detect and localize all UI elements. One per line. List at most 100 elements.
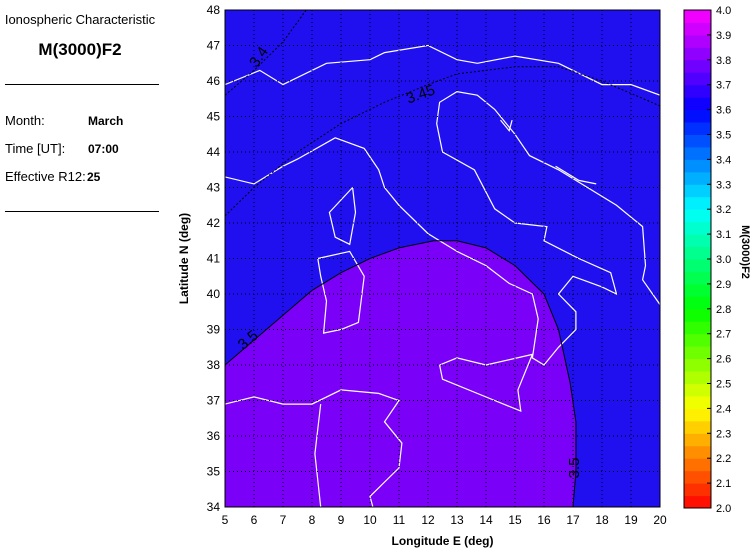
y-tick-label: 34 xyxy=(207,500,221,514)
colorbar-swatch xyxy=(684,10,711,23)
colorbar-swatch xyxy=(684,358,711,372)
x-tick-label: 14 xyxy=(479,513,493,527)
colorbar-swatch xyxy=(684,134,711,148)
colorbar-tick-label: 2.2 xyxy=(716,453,731,465)
r12-label: Effective R12: xyxy=(5,169,86,184)
colorbar-tick-label: 3.3 xyxy=(716,179,731,191)
x-tick-label: 17 xyxy=(566,513,580,527)
time-value: 07:00 xyxy=(88,142,119,156)
divider xyxy=(5,211,159,212)
colorbar-swatch xyxy=(684,395,711,409)
colorbar-swatch xyxy=(684,483,711,497)
colorbar-swatch xyxy=(684,308,711,322)
colorbar-swatch xyxy=(684,97,711,111)
colorbar-swatch xyxy=(684,246,711,260)
y-tick-label: 48 xyxy=(207,3,221,17)
plot-frame xyxy=(224,9,661,508)
coastline xyxy=(225,389,403,507)
colorbar-swatch xyxy=(684,259,711,272)
colorbar-swatch xyxy=(684,283,711,297)
colorbar-swatch xyxy=(684,333,711,347)
colorbar-swatch xyxy=(684,458,711,472)
colorbar-swatch xyxy=(684,184,711,198)
x-tick-label: 6 xyxy=(251,513,258,527)
colorbar-swatch xyxy=(684,59,711,73)
colorbar-swatch xyxy=(684,408,711,422)
coastline xyxy=(500,119,513,132)
x-tick-label: 18 xyxy=(595,513,609,527)
colorbar-swatch xyxy=(684,433,711,447)
colorbar-swatch xyxy=(684,470,711,484)
x-axis-label: Longitude E (deg) xyxy=(392,534,494,548)
coastline xyxy=(314,404,322,507)
contour-label: 3.5 xyxy=(566,458,583,479)
x-tick-label: 16 xyxy=(537,513,551,527)
y-tick-label: 42 xyxy=(207,216,221,230)
contour-3.45 xyxy=(225,66,660,217)
contour-3.5 xyxy=(225,240,577,507)
colorbar-tick-label: 2.9 xyxy=(716,279,731,291)
y-tick-label: 35 xyxy=(207,465,221,479)
colorbar-swatch xyxy=(684,420,711,434)
x-tick-label: 10 xyxy=(363,513,377,527)
colorbar-swatch xyxy=(684,47,711,61)
colorbar-swatch xyxy=(684,445,711,459)
time-label: Time [UT]: xyxy=(5,141,66,156)
coastline xyxy=(555,165,597,185)
colorbar-swatch xyxy=(684,346,711,360)
colorbar-tick-label: 3.9 xyxy=(716,30,731,42)
colorbar-swatch xyxy=(684,383,711,397)
x-tick-label: 7 xyxy=(280,513,287,527)
y-tick-label: 38 xyxy=(207,358,221,372)
coastline xyxy=(225,44,660,96)
field-above-3.5 xyxy=(225,240,576,508)
colorbar-swatch xyxy=(684,209,711,223)
colorbar-tick-label: 2.3 xyxy=(716,428,731,440)
colorbar-swatch xyxy=(684,495,711,509)
colorbar-swatch xyxy=(684,34,711,48)
colorbar-tick-label: 2.5 xyxy=(716,379,731,391)
colorbar-tick-label: 3.5 xyxy=(716,130,731,142)
colorbar-swatch xyxy=(684,321,711,335)
x-tick-label: 12 xyxy=(421,513,435,527)
colorbar-swatch xyxy=(684,271,711,285)
colorbar-swatch xyxy=(684,159,711,173)
characteristic-title: M(3000)F2 xyxy=(38,40,122,59)
x-tick-label: 20 xyxy=(653,513,667,527)
colorbar-swatch xyxy=(684,371,711,384)
colorbar-swatch xyxy=(684,234,711,248)
y-tick-label: 47 xyxy=(207,39,221,53)
coastline xyxy=(225,90,660,366)
colorbar-tick-label: 2.1 xyxy=(716,478,731,490)
colorbar-tick-label: 3.6 xyxy=(716,105,731,117)
colorbar-swatch xyxy=(684,196,711,210)
x-tick-label: 11 xyxy=(393,513,406,527)
coastline xyxy=(328,187,357,246)
y-tick-label: 37 xyxy=(207,394,221,408)
colorbar-tick-label: 3.8 xyxy=(716,55,731,67)
colorbar-tick-label: 2.7 xyxy=(716,329,731,341)
y-tick-label: 45 xyxy=(207,110,221,124)
y-tick-label: 36 xyxy=(207,429,221,443)
x-tick-label: 13 xyxy=(450,513,464,527)
y-tick-label: 40 xyxy=(207,287,221,301)
colorbar-swatch xyxy=(684,122,711,135)
coastline xyxy=(439,353,534,413)
y-tick-label: 41 xyxy=(207,252,221,266)
month-value: March xyxy=(88,114,124,128)
colorbar-swatch xyxy=(684,296,711,310)
y-tick-label: 43 xyxy=(207,181,221,195)
x-tick-label: 8 xyxy=(309,513,316,527)
colorbar-tick-label: 2.8 xyxy=(716,304,731,316)
month-label: Month: xyxy=(5,113,45,128)
colorbar-tick-label: 2.4 xyxy=(716,403,731,415)
colorbar-tick-label: 3.0 xyxy=(716,254,731,266)
colorbar-swatch xyxy=(684,146,711,160)
colorbar-tick-label: 3.7 xyxy=(716,80,731,92)
colorbar-swatch xyxy=(684,109,711,123)
x-tick-label: 5 xyxy=(222,513,229,527)
y-tick-label: 46 xyxy=(207,74,221,88)
colorbar-swatch xyxy=(684,22,711,36)
colorbar-swatch xyxy=(684,171,711,185)
